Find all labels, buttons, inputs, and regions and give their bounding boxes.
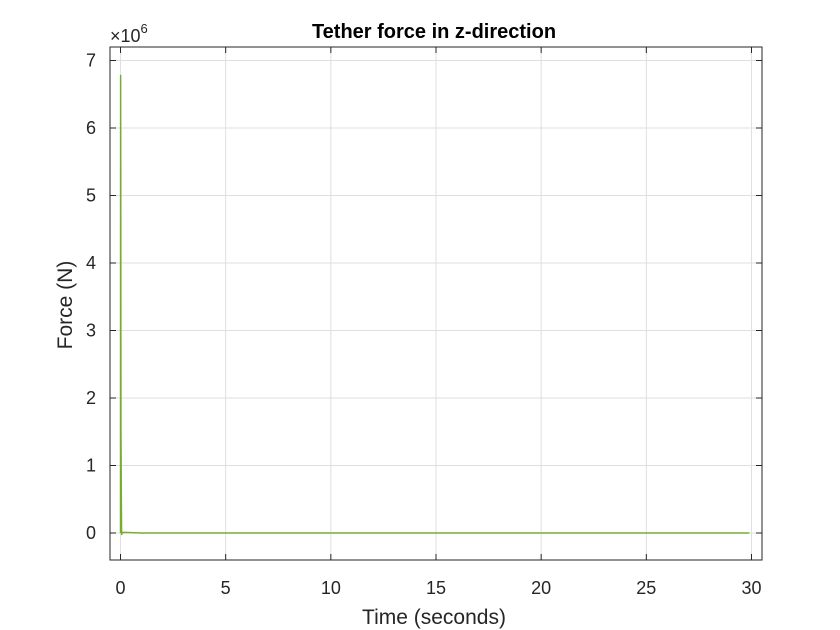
y-exponent-multiplier: × xyxy=(110,26,121,46)
y-tick-label: 4 xyxy=(86,253,96,273)
y-tick-label: 7 xyxy=(86,51,96,71)
grid-layer xyxy=(110,47,762,560)
y-tick-label: 2 xyxy=(86,388,96,408)
series-layer xyxy=(119,74,750,536)
y-axis-label: Force (N) xyxy=(54,261,77,350)
y-tick-label: 6 xyxy=(86,118,96,138)
tick-marks xyxy=(110,47,762,560)
x-axis-label: Time (seconds) xyxy=(362,606,506,629)
y-tick-label: 0 xyxy=(86,523,96,543)
x-tick-labels: 0 5 10 15 20 25 30 xyxy=(116,578,762,598)
series-line xyxy=(119,74,750,536)
x-tick-label: 25 xyxy=(636,578,656,598)
y-tick-label: 1 xyxy=(86,456,96,476)
chart-title: Tether force in z-direction xyxy=(312,21,556,43)
y-tick-label: 3 xyxy=(86,321,96,341)
x-tick-label: 0 xyxy=(116,578,126,598)
x-tick-label: 20 xyxy=(531,578,551,598)
x-tick-label: 30 xyxy=(741,578,761,598)
y-exponent-base: 10 xyxy=(121,26,141,46)
x-tick-label: 10 xyxy=(321,578,341,598)
y-axis-exponent: ×106 xyxy=(110,21,148,46)
x-tick-label: 5 xyxy=(221,578,231,598)
x-tick-label: 15 xyxy=(426,578,446,598)
y-tick-label: 5 xyxy=(86,186,96,206)
y-tick-labels: 0 1 2 3 4 5 6 7 xyxy=(86,51,96,544)
y-exponent-power: 6 xyxy=(141,21,148,36)
